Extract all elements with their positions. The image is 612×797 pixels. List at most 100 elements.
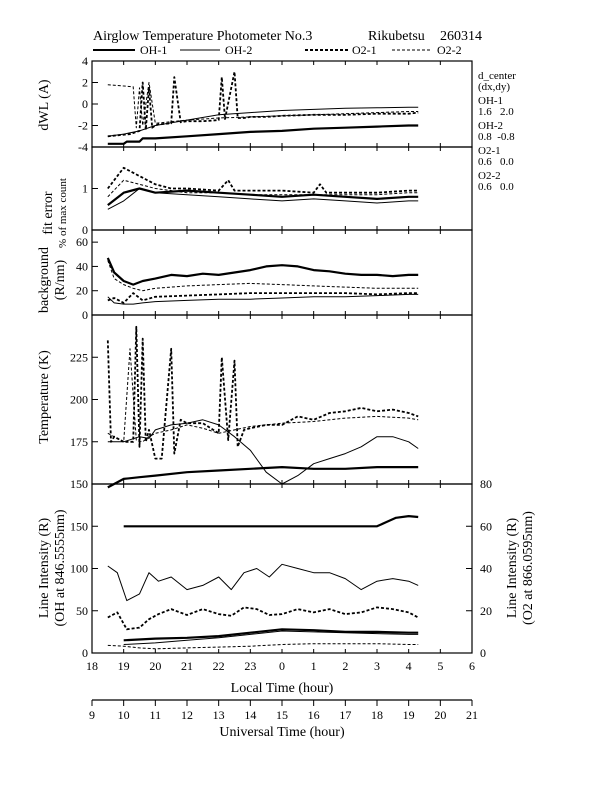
legend-label-o21: O2-1 (352, 43, 377, 57)
d-center-value-oh1: 1.6 2.0 (478, 106, 514, 118)
chart-title: Airglow Temperature Photometer No.3 (93, 29, 312, 44)
bg-ylabel: background (37, 247, 52, 313)
local-time-tick-label: 1 (311, 659, 317, 673)
ut-tick-label: 14 (244, 708, 256, 722)
bg-ytick-label: 60 (76, 235, 88, 249)
local-time-tick-label: 2 (342, 659, 348, 673)
ut-tick-label: 9 (89, 708, 95, 722)
int-ytick-right-label: 80 (480, 477, 492, 491)
fit-ylabel: fit error (41, 191, 56, 234)
int-series-oh1 (123, 514, 419, 528)
dwl-frame (91, 60, 473, 148)
ut-tick-label: 16 (308, 708, 320, 722)
dwl-ytick-label: 0 (82, 97, 88, 111)
int-ytick-right-label: 60 (480, 519, 492, 533)
legend-label-oh1: OH-1 (140, 43, 167, 57)
bg-ytick-label: 40 (76, 259, 88, 273)
ut-tick-label: 10 (118, 708, 130, 722)
int-ytick-label: 100 (70, 562, 88, 576)
fit-panel: 01 (82, 146, 473, 237)
dwl-panel: -4 -2 0 2 4 (78, 54, 473, 154)
x-axes: 18 19 20 21 22 23 0 1 2 3 4 5 69 10 11 12 13 14 15 16 17 18 19… (86, 659, 478, 722)
station-name: Rikubetsu (368, 29, 425, 44)
dwl-ytick-label: -4 (78, 140, 88, 154)
temp-ytick-label: 150 (70, 477, 88, 491)
int-ytick-label: 150 (70, 519, 88, 533)
int-series-oh2-low (123, 630, 419, 645)
bg-series-o21 (107, 292, 419, 304)
d-center-name-o21: O2-1 (478, 145, 501, 157)
ut-tick-label: 12 (181, 708, 193, 722)
local-time-tick-label: 18 (86, 659, 98, 673)
temp-ytick-label: 225 (70, 350, 88, 364)
bg-ytick-label: 20 (76, 284, 88, 298)
ut-tick-label: 15 (276, 708, 288, 722)
int-ylabel: Line Intensity (R) (37, 518, 52, 619)
temp-ylabel: Temperature (K) (37, 350, 52, 444)
bg-series-o22 (107, 260, 419, 292)
d-center-name-oh1: OH-1 (478, 95, 503, 107)
local-time-tick-label: 0 (279, 659, 285, 673)
dwl-ytick-label: -2 (78, 119, 88, 133)
local-time-tick-label: 3 (374, 659, 380, 673)
local-time-tick-label: 19 (118, 659, 130, 673)
int-series-oh2 (107, 563, 419, 602)
legend: OH-1 OH-2 O2-1 O2-2 (93, 43, 462, 57)
int-frame (91, 483, 473, 654)
ut-tick-label: 20 (434, 708, 446, 722)
int-series-oh1-low (123, 628, 419, 642)
fit-series-o22 (107, 179, 419, 198)
ut-tick-label: 21 (466, 708, 478, 722)
ut-tick-label: 18 (371, 708, 383, 722)
legend-label-oh2: OH-2 (225, 43, 252, 57)
int-ytick-right-label: 40 (480, 562, 492, 576)
d-center-name-oh2: OH-2 (478, 120, 503, 132)
dwl-series-oh1 (107, 124, 419, 145)
int-series-o21 (107, 606, 419, 631)
d-center-name-o22: O2-2 (478, 170, 501, 182)
dwl-ylabel: dWL (A) (37, 79, 52, 131)
local-time-label: Local Time (hour) (231, 681, 334, 696)
date-code: 260314 (440, 29, 482, 44)
temp-ytick-label: 175 (70, 435, 88, 449)
local-time-tick-label: 23 (244, 659, 256, 673)
int-ytick-right-label: 20 (480, 604, 492, 618)
local-time-tick-label: 21 (181, 659, 193, 673)
dwl-series-o22 (107, 82, 419, 129)
temp-series-o22 (107, 348, 419, 443)
fit-frame (91, 146, 473, 231)
bg-series-oh2 (107, 293, 419, 305)
temp-series-oh1 (107, 466, 419, 489)
int-panel: 0 50 100 150 0 20 40 60 80 (70, 477, 492, 660)
bg-ytick-label: 0 (82, 308, 88, 322)
local-time-tick-label: 5 (437, 659, 443, 673)
temp-panel: 150 175 200 225 (70, 314, 473, 491)
int-ylabel-right-unit: (O2 at 866.0595nm) (521, 511, 536, 625)
int-series-o22 (107, 643, 419, 650)
fit-series-o21 (107, 166, 419, 194)
dwl-ytick-label: 2 (82, 76, 88, 90)
fit-ytick-label: 1 (82, 182, 88, 196)
d-center-subheading: (dx,dy) (478, 81, 510, 93)
temp-series-o21 (106, 325, 419, 460)
local-time-tick-label: 20 (149, 659, 161, 673)
local-time-tick-label: 4 (406, 659, 412, 673)
temp-ytick-label: 200 (70, 393, 88, 407)
d-center-heading: d_center (478, 70, 516, 82)
dwl-ytick-label: 4 (82, 54, 88, 68)
panels: -4-2024010204060150175200225050100150020… (70, 54, 492, 660)
ut-tick-label: 13 (213, 708, 225, 722)
ut-tick-label: 17 (339, 708, 351, 722)
temp-series-oh2 (107, 419, 419, 485)
fit-series-oh2 (107, 188, 419, 210)
int-ylabel-unit: (OH at 846.5555nm) (53, 509, 68, 626)
d-center-value-o22: 0.6 0.0 (478, 181, 514, 193)
bg-ylabel-unit: (R/nm) (53, 259, 68, 300)
legend-label-o22: O2-2 (437, 43, 462, 57)
bg-series-oh1 (106, 257, 419, 286)
temp-frame (91, 314, 473, 485)
d-center-value-o21: 0.6 0.0 (478, 156, 514, 168)
int-ytick-label: 0 (82, 646, 88, 660)
